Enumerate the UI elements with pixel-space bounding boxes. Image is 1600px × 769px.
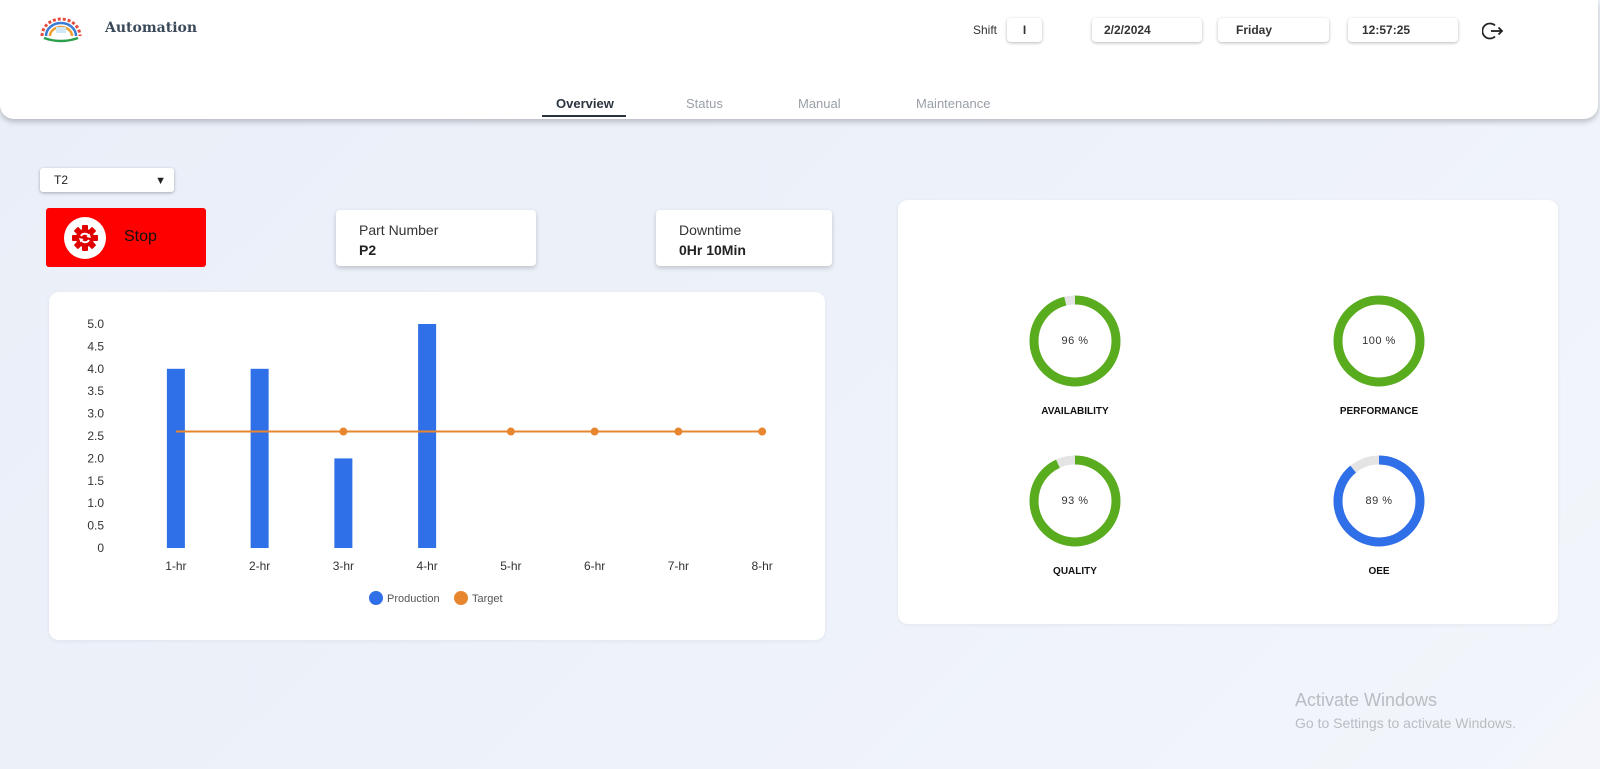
kpi-gauge-oee: 89 % [1332, 454, 1426, 548]
tab-bar: Overview Status Manual Maintenance [0, 96, 1598, 118]
tab-maintenance[interactable]: Maintenance [916, 96, 991, 111]
x-tick-label: 4-hr [416, 559, 437, 573]
gear-logo-icon [40, 17, 82, 43]
y-tick-label: 4.5 [87, 339, 104, 353]
y-tick-label: 3.5 [87, 384, 104, 398]
production-bar [334, 458, 353, 548]
machine-select[interactable]: T2 ▼ [40, 168, 174, 192]
target-point [590, 427, 599, 436]
gauge-fill [1029, 455, 1121, 547]
y-tick-label: 1.5 [87, 474, 104, 488]
x-tick-label: 5-hr [500, 559, 521, 573]
x-tick-label: 1-hr [165, 559, 186, 573]
active-tab-indicator [542, 115, 626, 117]
tab-overview[interactable]: Overview [556, 96, 614, 111]
x-tick-label: 3-hr [333, 559, 354, 573]
x-tick-label: 8-hr [751, 559, 772, 573]
y-tick-label: 2.0 [87, 451, 104, 465]
kpi-gauge-availability: 96 % [1028, 294, 1122, 388]
y-tick-label: 0 [97, 541, 104, 555]
stop-button[interactable]: Stop [46, 208, 206, 267]
tab-status[interactable]: Status [686, 96, 723, 111]
y-tick-label: 4.0 [87, 362, 104, 376]
kpi-gauge-performance: 100 % [1332, 294, 1426, 388]
tab-manual[interactable]: Manual [798, 96, 841, 111]
y-tick-label: 3.0 [87, 407, 104, 421]
date-display: 2/2/2024 [1092, 18, 1202, 42]
production-chart: 0 0.5 1.0 1.5 2.0 2.5 3.0 3.5 4.0 4.5 5.0 1-hr 2-hr 3… [87, 317, 773, 605]
kpi-label-oee: OEE [1368, 566, 1390, 577]
x-tick-label: 7-hr [668, 559, 689, 573]
downtime-value: 0Hr 10Min [679, 242, 746, 258]
gauge-fill [1029, 295, 1121, 387]
gear-refresh-icon [72, 225, 98, 251]
logout-icon[interactable] [1482, 20, 1504, 42]
legend-production-label: Production [387, 593, 440, 605]
part-number-label: Part Number [359, 222, 439, 238]
production-bar [250, 368, 269, 548]
brand-title: Automation [105, 20, 198, 36]
target-point [674, 427, 683, 436]
kpi-card: 96 % AVAILABILITY 100 % PERFORMANCE 93 % QUAL… [898, 200, 1558, 624]
y-tick-label: 5.0 [87, 317, 104, 331]
gauge-fill [1333, 295, 1425, 387]
y-tick-label: 0.5 [87, 519, 104, 533]
shift-value: I [1007, 18, 1042, 42]
day-display: Friday [1218, 18, 1329, 42]
target-point [758, 427, 767, 436]
gauge-percent: 96 % [1061, 335, 1089, 347]
gauge-fill [1333, 455, 1425, 547]
gauge-ring [1029, 295, 1121, 387]
stop-icon-circle [64, 217, 106, 259]
production-chart-card: 0 0.5 1.0 1.5 2.0 2.5 3.0 3.5 4.0 4.5 5.0 1-hr 2-hr 3… [49, 292, 825, 640]
y-tick-label: 2.5 [87, 429, 104, 443]
windows-activation-watermark: Activate Windows Go to Settings to activ… [1295, 690, 1516, 731]
production-bar [418, 324, 437, 548]
target-point [339, 427, 348, 436]
y-tick-label: 1.0 [87, 496, 104, 510]
time-display: 12:57:25 [1348, 18, 1458, 42]
downtime-card: Downtime 0Hr 10Min [656, 210, 832, 266]
chevron-down-icon: ▼ [155, 175, 166, 187]
watermark-line1: Activate Windows [1295, 690, 1438, 710]
kpi-label-quality: QUALITY [1053, 566, 1097, 577]
part-number-card: Part Number P2 [336, 210, 536, 266]
gauge-percent: 93 % [1061, 495, 1089, 507]
gauge-ring [1029, 455, 1121, 547]
kpi-label-availability: AVAILABILITY [1041, 406, 1109, 417]
target-point [506, 427, 515, 436]
gauge-ring [1333, 295, 1425, 387]
legend-target-label: Target [472, 593, 503, 605]
kpi-gauge-quality: 93 % [1028, 454, 1122, 548]
shift-label: Shift [973, 23, 998, 37]
kpi-label-performance: PERFORMANCE [1339, 406, 1419, 417]
legend-target-marker [454, 591, 468, 605]
x-tick-label: 6-hr [584, 559, 605, 573]
machine-select-value: T2 [54, 173, 69, 187]
downtime-label: Downtime [679, 222, 742, 238]
stop-button-label: Stop [124, 228, 157, 245]
x-tick-label: 2-hr [249, 559, 270, 573]
production-bar [166, 368, 185, 548]
gauge-percent: 100 % [1362, 335, 1396, 347]
gauge-percent: 89 % [1365, 495, 1393, 507]
header: Automation Shift I 2/2/2024 Friday 12:57… [0, 0, 1598, 119]
legend-production-marker [369, 591, 383, 605]
watermark-line2: Go to Settings to activate Windows. [1295, 715, 1516, 731]
gauge-ring [1333, 455, 1425, 547]
part-number-value: P2 [359, 242, 377, 258]
